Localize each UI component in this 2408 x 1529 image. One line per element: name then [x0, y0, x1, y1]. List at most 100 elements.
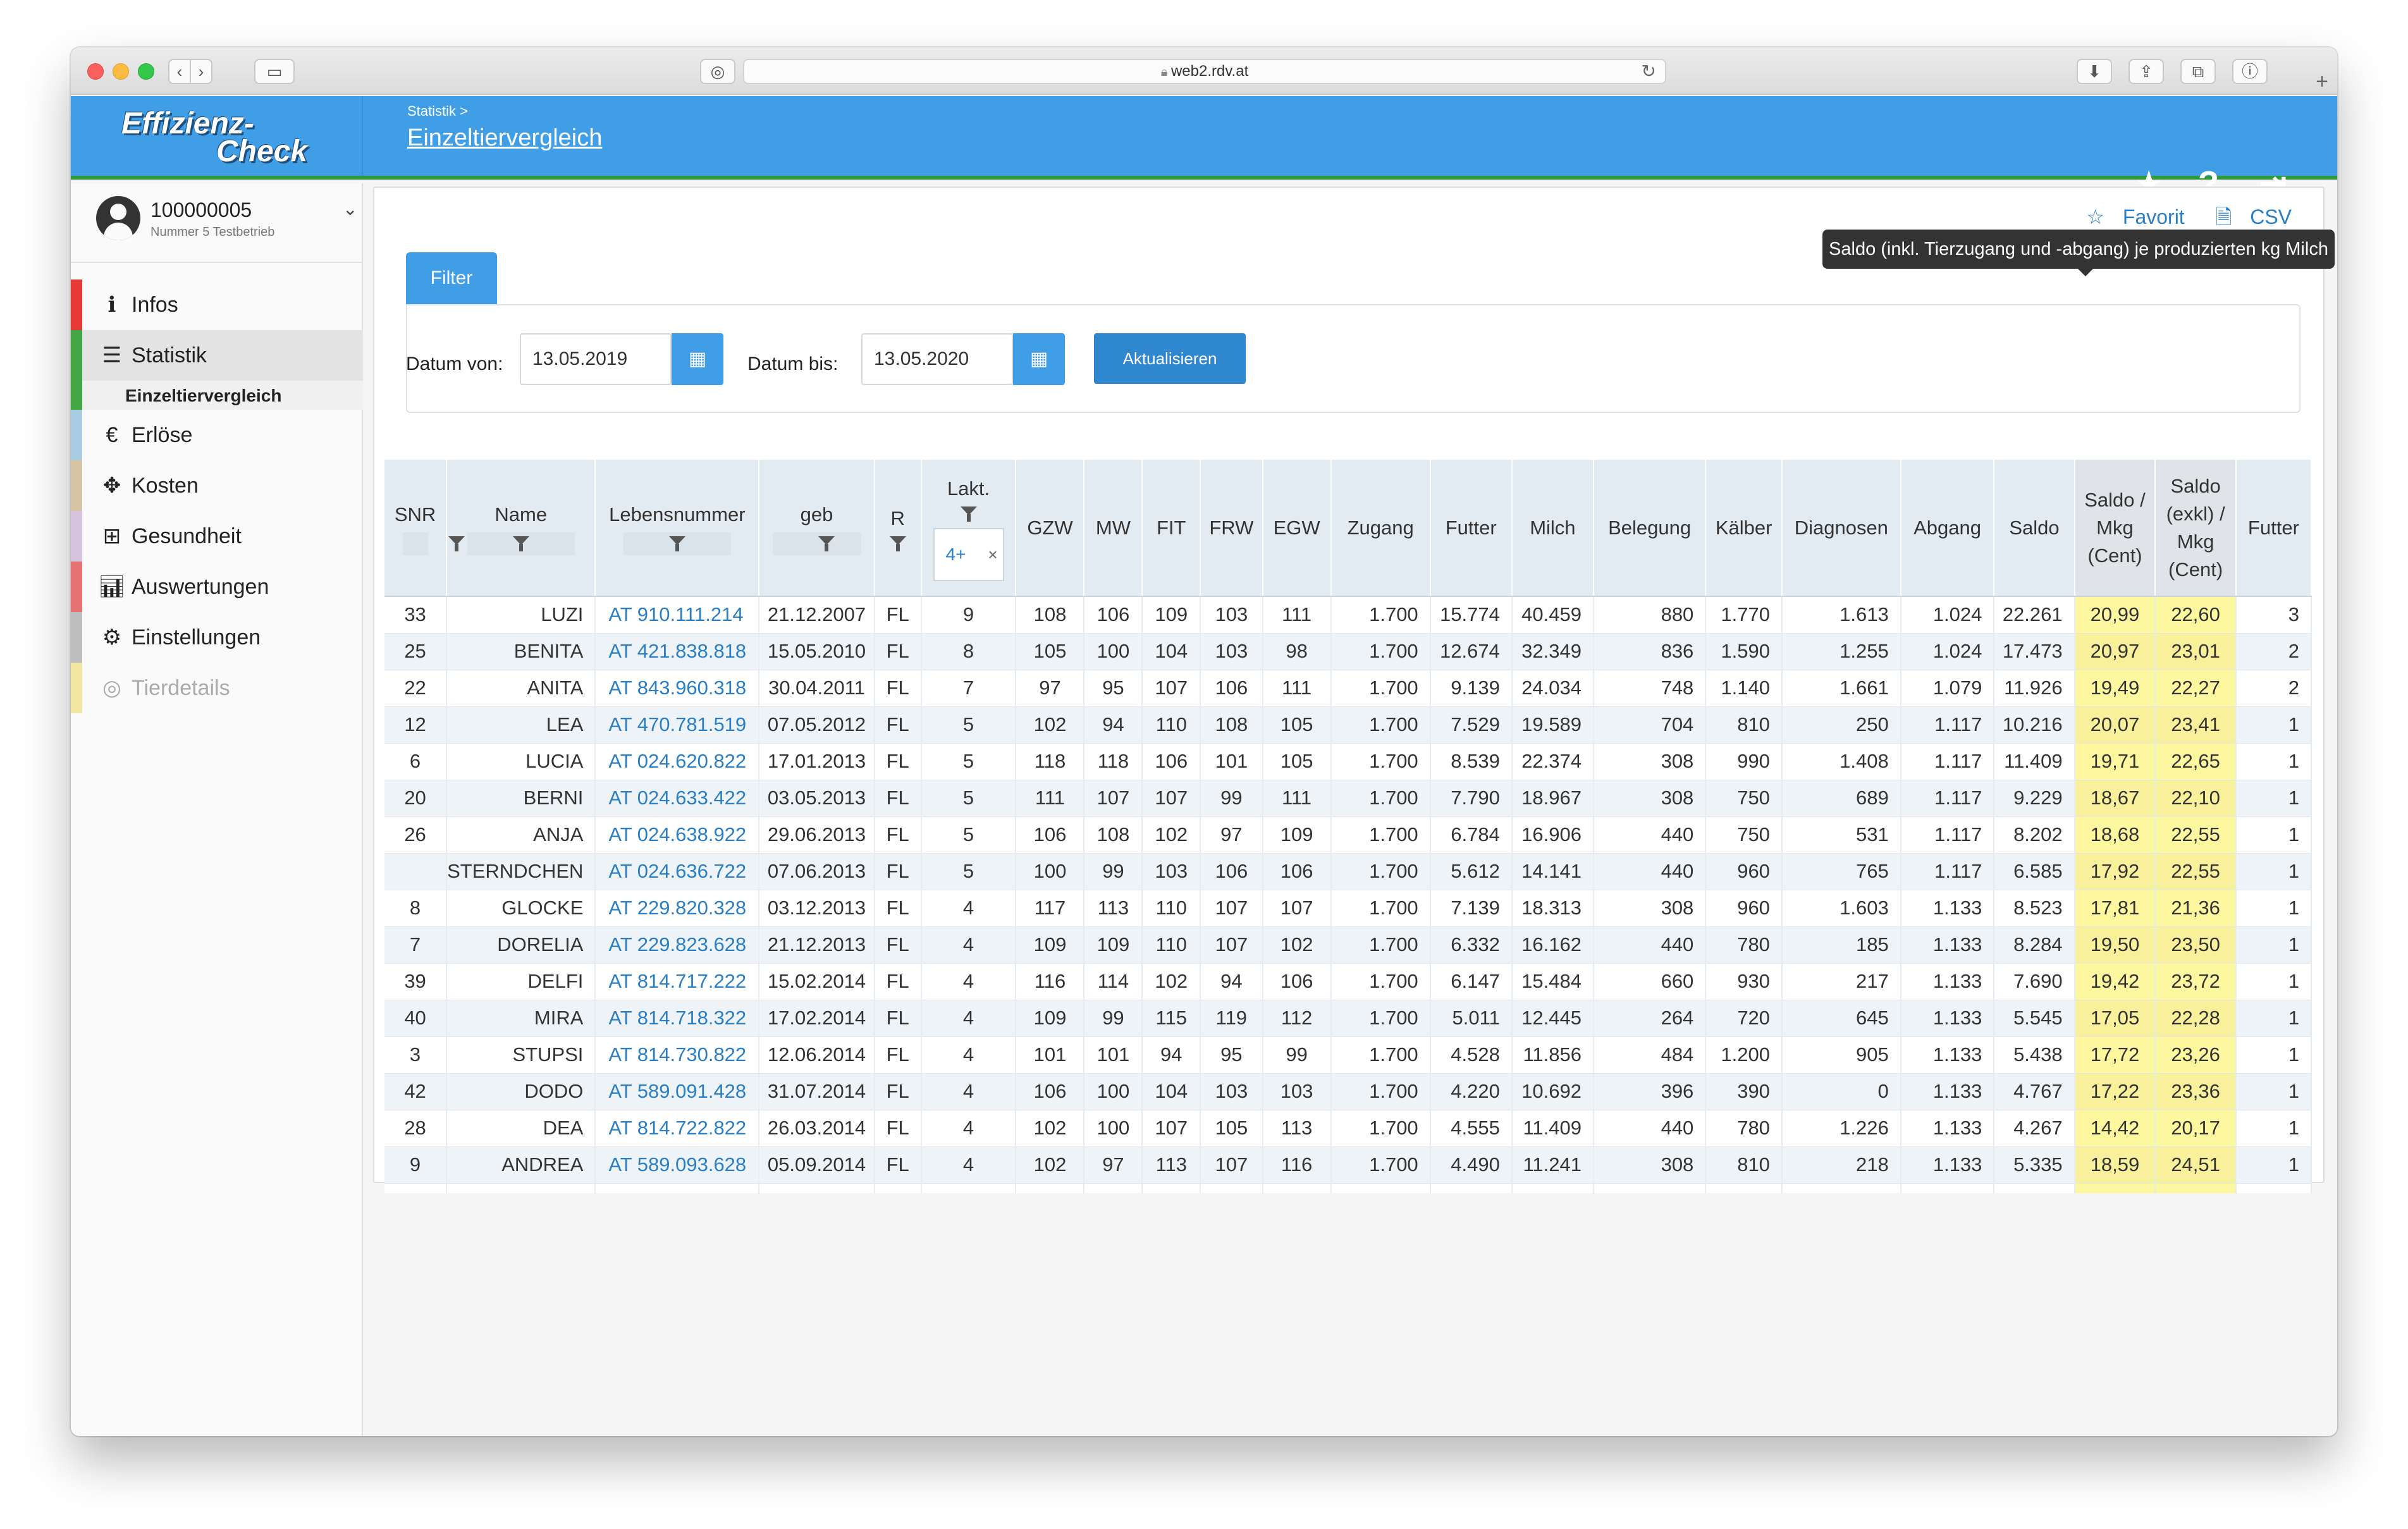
table-row[interactable]: 39 DELFI AT 814.717.222 15.02.2014 FL 4 116 114… [384, 963, 2312, 1000]
sidebar-item-infos[interactable]: i Infos [71, 279, 363, 330]
table-cell[interactable]: AT 814.730.822 [595, 1036, 760, 1074]
col-header-frw[interactable]: FRW [1200, 460, 1263, 597]
table-cell[interactable]: AT 814.718.322 [595, 1000, 760, 1037]
table-row[interactable]: 3 STUPSI AT 814.730.822 12.06.2014 FL 4 101 101… [384, 1036, 2312, 1074]
page-title[interactable]: Einzeltiervergleich [407, 125, 603, 151]
filter-icon[interactable] [772, 532, 861, 555]
col-header-kaelber[interactable]: Kälber [1705, 460, 1783, 597]
datum-von-input[interactable]: 13.05.2019 [520, 333, 672, 385]
logo[interactable]: Effizienz- Check [71, 96, 363, 176]
sidebar-toggle-icon[interactable]: ▭ [254, 59, 295, 84]
col-header-zugang[interactable]: Zugang [1330, 460, 1431, 597]
table-cell[interactable]: AT 814.722.822 [595, 1110, 760, 1147]
table-row[interactable]: 8 GLOCKE AT 229.820.328 03.12.2013 FL 4 117 113… [384, 890, 2312, 927]
col-header-saldo-exkl-mkg[interactable]: Saldo (exkl) / Mkg (Cent) [2155, 460, 2237, 597]
sidebar-item-auswertungen[interactable]: 📊︎ Auswertungen [71, 562, 363, 612]
filter-icon[interactable] [960, 506, 977, 522]
table-cell[interactable]: AT 916.968.928 [595, 1183, 760, 1193]
maximize-window-button[interactable] [138, 63, 154, 80]
table-cell[interactable]: AT 229.823.628 [595, 926, 760, 964]
minimize-window-button[interactable] [113, 63, 129, 80]
info-circle-icon[interactable]: ⓘ [2232, 59, 2268, 84]
col-header-lakt[interactable]: Lakt. 4+ × [921, 460, 1017, 597]
table-cell[interactable]: AT 843.960.318 [595, 670, 760, 707]
calendar-icon[interactable]: ▦ [1013, 333, 1065, 385]
sidebar-item-kosten[interactable]: ✥ Kosten [71, 460, 363, 511]
forward-icon[interactable]: › [190, 59, 212, 84]
table-cell[interactable]: AT 814.717.222 [595, 963, 760, 1000]
table-row[interactable]: 42 DODO AT 589.091.428 31.07.2014 FL 4 106 100 1… [384, 1073, 2312, 1110]
table-row[interactable]: 25 BENITA AT 421.838.818 15.05.2010 FL 8 105 10… [384, 633, 2312, 670]
table-row[interactable]: 6 LUCIA AT 024.620.822 17.01.2013 FL 5 118 118 1… [384, 743, 2312, 780]
close-window-button[interactable] [87, 63, 104, 80]
table-cell[interactable]: AT 024.620.822 [595, 743, 760, 780]
col-header-r[interactable]: R [874, 460, 922, 597]
table-row[interactable]: 9 ANDREA AT 589.093.628 05.09.2014 FL 4 102 97 1… [384, 1146, 2312, 1184]
col-header-geb[interactable]: geb [759, 460, 875, 597]
back-icon[interactable]: ‹ [168, 59, 191, 84]
calendar-icon[interactable]: ▦ [672, 333, 723, 385]
address-bar[interactable]: 🔒︎ web2.rdv.at ↻ [743, 59, 1666, 84]
table-row[interactable]: 28 DEA AT 814.722.822 26.03.2014 FL 4 102 100 10… [384, 1110, 2312, 1147]
new-tab-icon[interactable]: + [2316, 70, 2328, 94]
table-cell[interactable]: AT 589.091.428 [595, 1073, 760, 1110]
lakt-filter-input[interactable]: 4+ × [933, 527, 1004, 581]
table-cell[interactable]: AT 910.111.214 [595, 596, 760, 634]
table-cell[interactable]: AT 421.838.818 [595, 633, 760, 670]
col-header-futter-2[interactable]: Futter [2235, 460, 2312, 597]
privacy-icon[interactable]: ◎ [700, 59, 735, 84]
table-row[interactable]: 20 BERNI AT 024.633.422 03.05.2013 FL 5 111 107… [384, 780, 2312, 817]
col-header-egw[interactable]: EGW [1262, 460, 1332, 597]
sidebar-item-erloese[interactable]: € Erlöse [71, 410, 363, 460]
filter-tab[interactable]: Filter [406, 252, 497, 304]
table-row[interactable]: 33 LUZI AT 910.111.214 21.12.2007 FL 9 108 106 1… [384, 596, 2312, 634]
table-row[interactable]: 40 MIRA AT 814.718.322 17.02.2014 FL 4 109 99 11… [384, 1000, 2312, 1037]
col-header-name[interactable]: Name [446, 460, 596, 597]
filter-icon[interactable] [623, 532, 731, 555]
table-cell[interactable]: AT 024.636.722 [595, 853, 760, 890]
table-row[interactable]: STERNDCHEN AT 024.636.722 07.06.2013 FL 5 100… [384, 853, 2312, 890]
col-header-belegung[interactable]: Belegung [1593, 460, 1707, 597]
share-icon[interactable]: ⇪ [2128, 59, 2164, 84]
aktualisieren-button[interactable]: Aktualisieren [1094, 333, 1246, 384]
table-row[interactable]: 22 ANITA AT 843.960.318 30.04.2011 FL 7 97 95 10… [384, 670, 2312, 707]
clear-icon[interactable]: × [988, 544, 998, 564]
col-header-saldo-mkg[interactable]: Saldo / Mkg (Cent) [2074, 460, 2156, 597]
breadcrumb[interactable]: Statistik > [407, 103, 468, 119]
table-cell[interactable]: AT 470.781.519 [595, 706, 760, 744]
col-header-milch[interactable]: Milch [1511, 460, 1594, 597]
filter-icon[interactable] [402, 532, 465, 555]
table-row[interactable]: 26 ANJA AT 024.638.922 29.06.2013 FL 5 106 108 1… [384, 816, 2312, 854]
table-row[interactable]: 12 LEA AT 470.781.519 07.05.2012 FL 5 102 94 110… [384, 706, 2312, 744]
csv-button[interactable]: 🗎︎ CSV [2203, 206, 2292, 228]
favorit-button[interactable]: ☆ Favorit [2073, 206, 2184, 228]
col-header-diagnosen[interactable]: Diagnosen [1781, 460, 1901, 597]
table-row[interactable]: 30BEATRIXAT 916.968.92810.10.2014FL41071… [384, 1183, 2312, 1193]
sidebar-item-gesundheit[interactable]: ⊞ Gesundheit [71, 511, 363, 562]
sidebar-subitem-einzeltiervergleich[interactable]: Einzeltiervergleich [71, 381, 363, 410]
tabs-icon[interactable]: ⧉ [2180, 59, 2216, 84]
reload-icon[interactable]: ↻ [1641, 61, 1656, 81]
col-header-snr[interactable]: SNR [384, 460, 465, 597]
table-cell[interactable]: AT 589.093.628 [595, 1146, 760, 1184]
table-cell: 1.133 [1900, 1073, 1995, 1110]
chevron-down-icon[interactable]: ⌄ [343, 199, 358, 219]
col-header-abgang[interactable]: Abgang [1900, 460, 1995, 597]
table-row[interactable]: 7 DORELIA AT 229.823.628 21.12.2013 FL 4 109 10… [384, 926, 2312, 964]
sidebar-item-statistik[interactable]: ☰ Statistik [71, 330, 363, 381]
col-header-mw[interactable]: MW [1084, 460, 1143, 597]
filter-icon[interactable] [467, 532, 575, 555]
table-cell[interactable]: AT 024.638.922 [595, 816, 760, 854]
col-header-saldo[interactable]: Saldo [1994, 460, 2075, 597]
table-cell[interactable]: AT 229.820.328 [595, 890, 760, 927]
col-header-fit[interactable]: FIT [1142, 460, 1201, 597]
col-header-lebensnummer[interactable]: Lebensnummer [595, 460, 760, 597]
col-header-gzw[interactable]: GZW [1016, 460, 1085, 597]
col-header-futter[interactable]: Futter [1430, 460, 1513, 597]
data-table-wrapper[interactable]: SNR Name Lebensnummer geb R Lakt. 4+ × GZW… [384, 460, 2312, 1193]
filter-icon[interactable] [889, 536, 906, 551]
datum-bis-input[interactable]: 13.05.2020 [861, 333, 1013, 385]
sidebar-item-einstellungen[interactable]: ⚙ Einstellungen [71, 612, 363, 663]
download-icon[interactable]: ⬇ [2077, 59, 2112, 84]
table-cell[interactable]: AT 024.633.422 [595, 780, 760, 817]
